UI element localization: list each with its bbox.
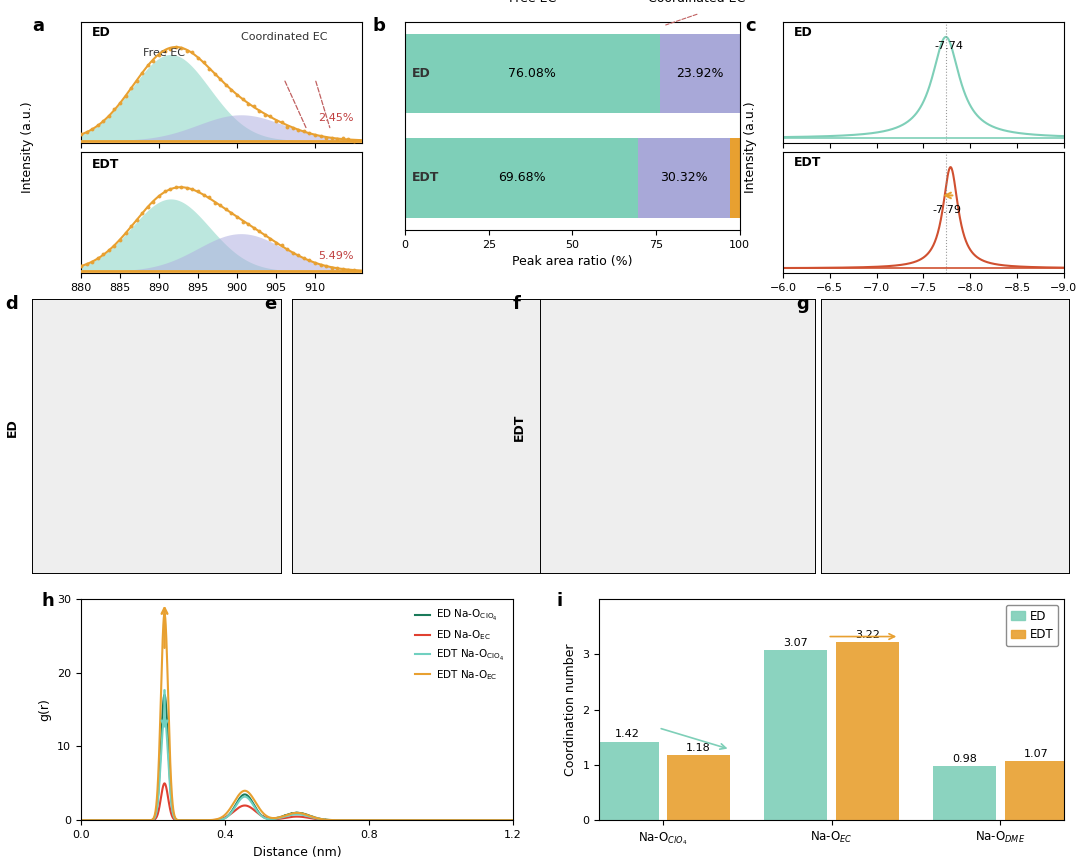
ED Na-O$_{\mathrm{EC}}$: [75, 815, 87, 825]
EDT Na-O$_{\mathrm{ClO_4}}$: [158, 712, 171, 722]
EDT Na-O$_{\mathrm{ClO_4}}$: [415, 815, 428, 825]
EDT Na-O$_{\mathrm{EC}}$: [273, 812, 286, 822]
EDT Na-O$_{\mathrm{EC}}$: [96, 815, 109, 825]
Text: 1.07: 1.07: [1024, 749, 1049, 759]
ED Na-O$_{\mathrm{EC}}$: [273, 813, 286, 824]
Text: f: f: [513, 295, 521, 313]
Text: -7.79: -7.79: [933, 205, 962, 214]
X-axis label: ²³Na Chemical shift (ppm): ²³Na Chemical shift (ppm): [851, 299, 996, 309]
Text: 1.42: 1.42: [615, 729, 639, 740]
Text: h: h: [41, 592, 54, 610]
ED Na-O$_{\mathrm{ClO_4}}$: [273, 812, 286, 822]
EDT Na-O$_{\mathrm{EC}}$: [495, 815, 508, 825]
Text: EDT: EDT: [513, 414, 526, 441]
EDT Na-O$_{\mathrm{ClO_4}}$: [507, 815, 519, 825]
Bar: [667, 755, 730, 820]
X-axis label: Peak area ratio (%): Peak area ratio (%): [512, 255, 633, 268]
Bar: [405, 138, 638, 218]
Text: ED: ED: [794, 26, 813, 39]
Text: 0.98: 0.98: [953, 753, 977, 764]
Text: Intensity (a.u.): Intensity (a.u.): [21, 102, 33, 194]
Text: Free EC: Free EC: [509, 0, 556, 5]
X-axis label: Raman shift (cm⁻¹): Raman shift (cm⁻¹): [162, 299, 281, 312]
EDT Na-O$_{\mathrm{ClO_4}}$: [494, 815, 507, 825]
Legend: ED, EDT: ED, EDT: [1005, 605, 1058, 646]
Line: EDT Na-O$_{\mathrm{ClO_4}}$: EDT Na-O$_{\mathrm{ClO_4}}$: [81, 717, 513, 820]
Text: g: g: [796, 295, 809, 313]
Text: i: i: [556, 592, 563, 610]
ED Na-O$_{\mathrm{EC}}$: [285, 812, 298, 822]
Text: EDT: EDT: [794, 156, 822, 169]
EDT Na-O$_{\mathrm{EC}}$: [507, 815, 519, 825]
ED Na-O$_{\mathrm{EC}}$: [415, 815, 428, 825]
Bar: [730, 138, 740, 218]
ED Na-O$_{\mathrm{EC}}$: [96, 815, 109, 825]
EDT Na-O$_{\mathrm{ClO_4}}$: [75, 815, 87, 825]
Text: 3.22: 3.22: [855, 630, 880, 640]
Bar: [638, 138, 730, 218]
ED Na-O$_{\mathrm{ClO_4}}$: [285, 808, 298, 819]
Text: Free EC: Free EC: [143, 48, 185, 58]
Text: ED: ED: [411, 68, 431, 80]
Text: 3.07: 3.07: [783, 638, 808, 648]
ED Na-O$_{\mathrm{EC}}$: [495, 815, 508, 825]
Line: ED Na-O$_{\mathrm{EC}}$: ED Na-O$_{\mathrm{EC}}$: [81, 784, 513, 820]
Line: EDT Na-O$_{\mathrm{EC}}$: EDT Na-O$_{\mathrm{EC}}$: [81, 614, 513, 820]
EDT Na-O$_{\mathrm{EC}}$: [415, 815, 428, 825]
EDT Na-O$_{\mathrm{ClO_4}}$: [273, 812, 286, 823]
Line: ED Na-O$_{\mathrm{ClO_4}}$: ED Na-O$_{\mathrm{ClO_4}}$: [81, 695, 513, 820]
ED Na-O$_{\mathrm{ClO_4}}$: [96, 815, 109, 825]
Text: 1.18: 1.18: [686, 743, 711, 753]
Text: 23.92%: 23.92%: [676, 68, 724, 80]
Text: EDT: EDT: [411, 172, 440, 184]
Legend: ED Na-O$_{\mathrm{ClO_4}}$, ED Na-O$_{\mathrm{EC}}$, EDT Na-O$_{\mathrm{ClO_4}}$: ED Na-O$_{\mathrm{ClO_4}}$, ED Na-O$_{\m…: [410, 604, 508, 686]
Text: b: b: [373, 17, 386, 36]
Text: 69.68%: 69.68%: [498, 172, 545, 184]
Text: EDT: EDT: [92, 158, 120, 171]
ED Na-O$_{\mathrm{EC}}$: [494, 815, 507, 825]
Bar: [1004, 761, 1068, 820]
EDT Na-O$_{\mathrm{EC}}$: [494, 815, 507, 825]
Text: 76.08%: 76.08%: [509, 68, 556, 80]
Text: ED: ED: [92, 26, 111, 39]
ED Na-O$_{\mathrm{EC}}$: [158, 779, 171, 789]
Text: a: a: [32, 17, 44, 36]
ED Na-O$_{\mathrm{ClO_4}}$: [495, 815, 508, 825]
EDT Na-O$_{\mathrm{EC}}$: [285, 808, 298, 819]
Bar: [405, 34, 660, 114]
EDT Na-O$_{\mathrm{EC}}$: [158, 608, 171, 619]
Text: -7.74: -7.74: [934, 41, 963, 51]
Text: Coordinated EC: Coordinated EC: [648, 0, 745, 5]
ED Na-O$_{\mathrm{ClO_4}}$: [494, 815, 507, 825]
Bar: [595, 741, 659, 820]
Bar: [933, 766, 996, 820]
ED Na-O$_{\mathrm{ClO_4}}$: [507, 815, 519, 825]
Text: Coordinated EC: Coordinated EC: [241, 32, 327, 42]
Bar: [660, 34, 740, 114]
EDT Na-O$_{\mathrm{ClO_4}}$: [285, 810, 298, 820]
Text: ED: ED: [5, 418, 18, 437]
ED Na-O$_{\mathrm{ClO_4}}$: [158, 690, 171, 700]
ED Na-O$_{\mathrm{EC}}$: [507, 815, 519, 825]
Bar: [764, 650, 827, 820]
X-axis label: Distance (nm): Distance (nm): [253, 845, 341, 858]
Text: 5.49%: 5.49%: [318, 251, 353, 261]
EDT Na-O$_{\mathrm{EC}}$: [75, 815, 87, 825]
Text: c: c: [745, 17, 756, 36]
Y-axis label: Coordination number: Coordination number: [564, 643, 577, 776]
Text: 2.45%: 2.45%: [318, 114, 353, 123]
ED Na-O$_{\mathrm{ClO_4}}$: [415, 815, 428, 825]
Bar: [836, 642, 900, 820]
Text: d: d: [5, 295, 18, 313]
ED Na-O$_{\mathrm{ClO_4}}$: [75, 815, 87, 825]
Text: e: e: [265, 295, 276, 313]
Text: 30.32%: 30.32%: [660, 172, 707, 184]
EDT Na-O$_{\mathrm{ClO_4}}$: [495, 815, 508, 825]
EDT Na-O$_{\mathrm{ClO_4}}$: [96, 815, 109, 825]
Text: Intensity (a.u.): Intensity (a.u.): [744, 102, 757, 194]
Y-axis label: g(r): g(r): [39, 698, 52, 721]
